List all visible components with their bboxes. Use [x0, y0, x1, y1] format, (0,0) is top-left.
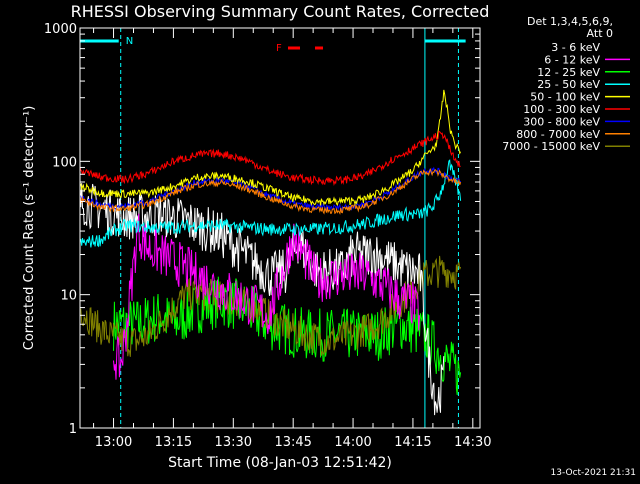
- legend-label: 100 - 300 keV: [523, 103, 600, 116]
- y-tick-label: 1000: [44, 22, 77, 37]
- x-tick-label: 14:15: [394, 435, 431, 450]
- plot-area: NF: [79, 28, 466, 428]
- legend-label: 6 - 12 keV: [544, 53, 600, 66]
- legend-header: Att 0: [587, 27, 613, 40]
- x-axis-label: Start Time (08-Jan-03 12:51:42): [168, 455, 392, 471]
- chart-title: RHESSI Observing Summary Count Rates, Co…: [71, 2, 490, 21]
- y-tick-label: 1: [69, 422, 77, 437]
- legend-label: 50 - 100 keV: [530, 91, 600, 104]
- x-tick-label: 14:00: [334, 435, 371, 450]
- x-tick-label: 13:45: [274, 435, 311, 450]
- legend-label: 12 - 25 keV: [537, 66, 600, 79]
- legend-label: 3 - 6 keV: [551, 41, 600, 54]
- flare-flag-label: F: [276, 43, 282, 54]
- series-line-3: [79, 159, 462, 248]
- series-line-5: [79, 130, 461, 187]
- series-line-4: [79, 89, 462, 207]
- plot-frame: [79, 27, 481, 429]
- axes: 1 10 100 1000 13:00 13:15 13:30 13:45 14:00 14:15…: [44, 22, 492, 450]
- legend-label: 7000 - 15000 keV: [502, 140, 600, 153]
- legend-label: 25 - 50 keV: [537, 78, 600, 91]
- legend-label: 300 - 800 keV: [523, 115, 600, 128]
- legend-label: 800 - 7000 keV: [516, 128, 600, 141]
- x-tick-label: 13:30: [215, 435, 252, 450]
- series-line-7: [79, 167, 462, 215]
- y-tick-label: 10: [60, 289, 77, 304]
- y-tick-label: 100: [52, 155, 77, 170]
- x-tick-label: 13:00: [95, 435, 132, 450]
- footer-date: 13-Oct-2021 21:31: [551, 468, 636, 478]
- night-flag-label: N: [126, 36, 133, 47]
- y-axis-label: Corrected Count Rate (s⁻¹ detector⁻¹): [22, 106, 37, 351]
- x-tick-label: 13:15: [155, 435, 192, 450]
- x-tick-label: 14:30: [454, 435, 491, 450]
- series-line-0: [79, 183, 445, 416]
- legend-header: Det 1,3,4,5,6,9,: [527, 15, 613, 28]
- series-line-1: [113, 213, 420, 380]
